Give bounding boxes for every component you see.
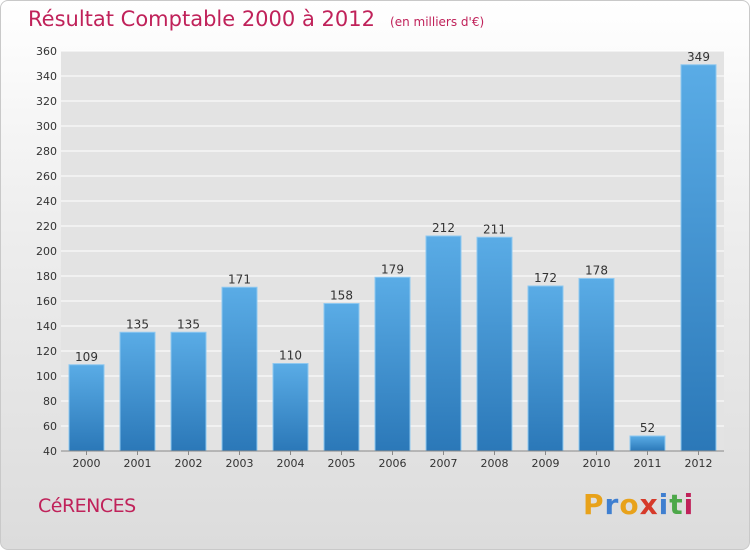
y-tick-label: 180 [36, 270, 57, 283]
data-labels: 109 135 135 171 110 158 179 212 211 172 178 52 349 [75, 50, 710, 435]
chart-title: Résultat Comptable 2000 à 2012 (en milli… [28, 7, 484, 31]
x-tick-label: 2004 [277, 457, 305, 470]
data-label: 178 [585, 264, 608, 278]
y-tick-label: 340 [36, 70, 57, 83]
logo-letter: o [619, 488, 640, 521]
x-tick-label: 2006 [379, 457, 407, 470]
data-label: 52 [640, 421, 655, 435]
logo-letter: i [683, 488, 695, 521]
x-tick-label: 2008 [481, 457, 509, 470]
y-tick-label: 260 [36, 170, 57, 183]
x-tick-label: 2010 [583, 457, 611, 470]
data-label: 171 [228, 272, 251, 286]
data-label: 212 [432, 221, 455, 235]
chart-title-main: Résultat Comptable 2000 à 2012 [28, 7, 375, 31]
y-tick-label: 120 [36, 345, 57, 358]
bar [578, 278, 615, 452]
y-tick-label: 240 [36, 195, 57, 208]
x-axis-ticks: 2000 2001 2002 2003 2004 2005 2006 2007 2008 2009… [73, 451, 713, 470]
data-label: 109 [75, 350, 98, 364]
x-tick-label: 2011 [634, 457, 662, 470]
bar [527, 285, 564, 452]
bar [221, 286, 258, 452]
bar [374, 276, 411, 452]
logo-letter: P [583, 488, 605, 521]
x-tick-label: 2007 [430, 457, 458, 470]
y-tick-label: 140 [36, 320, 57, 333]
x-tick-label: 2005 [328, 457, 356, 470]
logo-letter: i [658, 488, 670, 521]
x-tick-label: 2002 [175, 457, 203, 470]
data-label: 349 [687, 50, 710, 64]
bar [476, 236, 513, 452]
bar [629, 435, 666, 452]
y-tick-label: 300 [36, 120, 57, 133]
y-tick-label: 100 [36, 370, 57, 383]
bar [680, 64, 717, 452]
bar [68, 364, 105, 452]
y-tick-label: 280 [36, 145, 57, 158]
x-tick-label: 2009 [532, 457, 560, 470]
data-label: 110 [279, 349, 302, 363]
y-tick-label: 40 [43, 445, 57, 458]
data-label: 179 [381, 262, 404, 276]
y-tick-label: 60 [43, 420, 57, 433]
x-tick-label: 2003 [226, 457, 254, 470]
place-name: CéRENCES [38, 495, 136, 517]
y-tick-label: 200 [36, 245, 57, 258]
bar [425, 235, 462, 452]
y-tick-label: 160 [36, 295, 57, 308]
bar [272, 363, 309, 452]
data-label: 135 [126, 317, 149, 331]
x-tick-label: 2001 [124, 457, 152, 470]
chart-title-unit: (en milliers d'€) [390, 15, 485, 29]
data-label: 211 [483, 222, 506, 236]
y-tick-label: 360 [36, 45, 57, 58]
bar [170, 331, 207, 452]
bars [68, 64, 717, 452]
y-tick-label: 320 [36, 95, 57, 108]
y-tick-label: 80 [43, 395, 57, 408]
proxiti-logo: Proxiti [583, 488, 694, 521]
logo-letter: t [669, 488, 684, 521]
x-tick-label: 2012 [685, 457, 713, 470]
bar [119, 331, 156, 452]
logo-letter: x [639, 488, 659, 521]
data-label: 135 [177, 317, 200, 331]
data-label: 172 [534, 271, 557, 285]
data-label: 158 [330, 289, 353, 303]
y-tick-label: 220 [36, 220, 57, 233]
logo-letter: r [604, 488, 620, 521]
y-axis-ticks: 40 60 80 100 120 140 160 180 200 220 240 260 280 300 3… [36, 45, 57, 458]
bar [323, 303, 360, 452]
x-tick-label: 2000 [73, 457, 101, 470]
